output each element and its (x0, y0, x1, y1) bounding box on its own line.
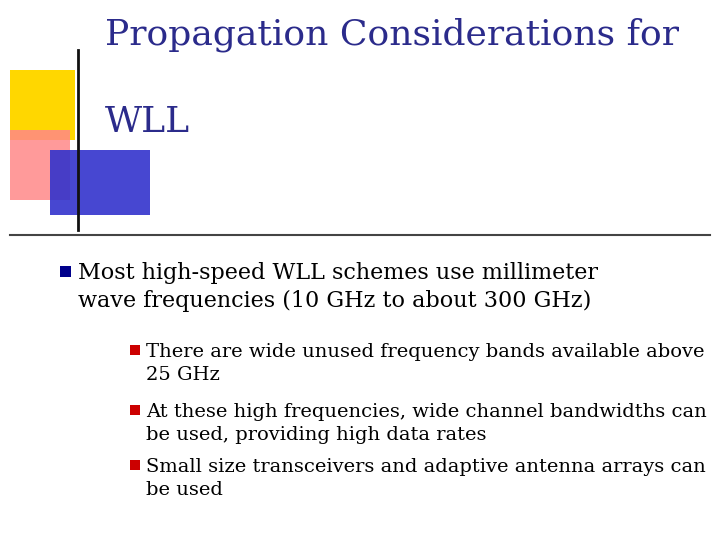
Bar (130, 345, 140, 355)
Text: Small size transceivers and adaptive antenna arrays can
be used: Small size transceivers and adaptive ant… (146, 458, 706, 499)
Bar (60, 266, 71, 277)
Bar (130, 460, 140, 470)
Text: At these high frequencies, wide channel bandwidths can
be used, providing high d: At these high frequencies, wide channel … (146, 403, 707, 444)
Bar (10, 130, 70, 200)
Bar (130, 405, 140, 415)
Bar (50, 150, 150, 215)
Text: Most high-speed WLL schemes use millimeter
wave frequencies (10 GHz to about 300: Most high-speed WLL schemes use millimet… (78, 262, 598, 312)
Bar (10, 70, 75, 140)
Text: WLL: WLL (105, 105, 190, 139)
Text: Propagation Considerations for: Propagation Considerations for (105, 18, 679, 52)
Text: There are wide unused frequency bands available above
25 GHz: There are wide unused frequency bands av… (146, 343, 704, 384)
